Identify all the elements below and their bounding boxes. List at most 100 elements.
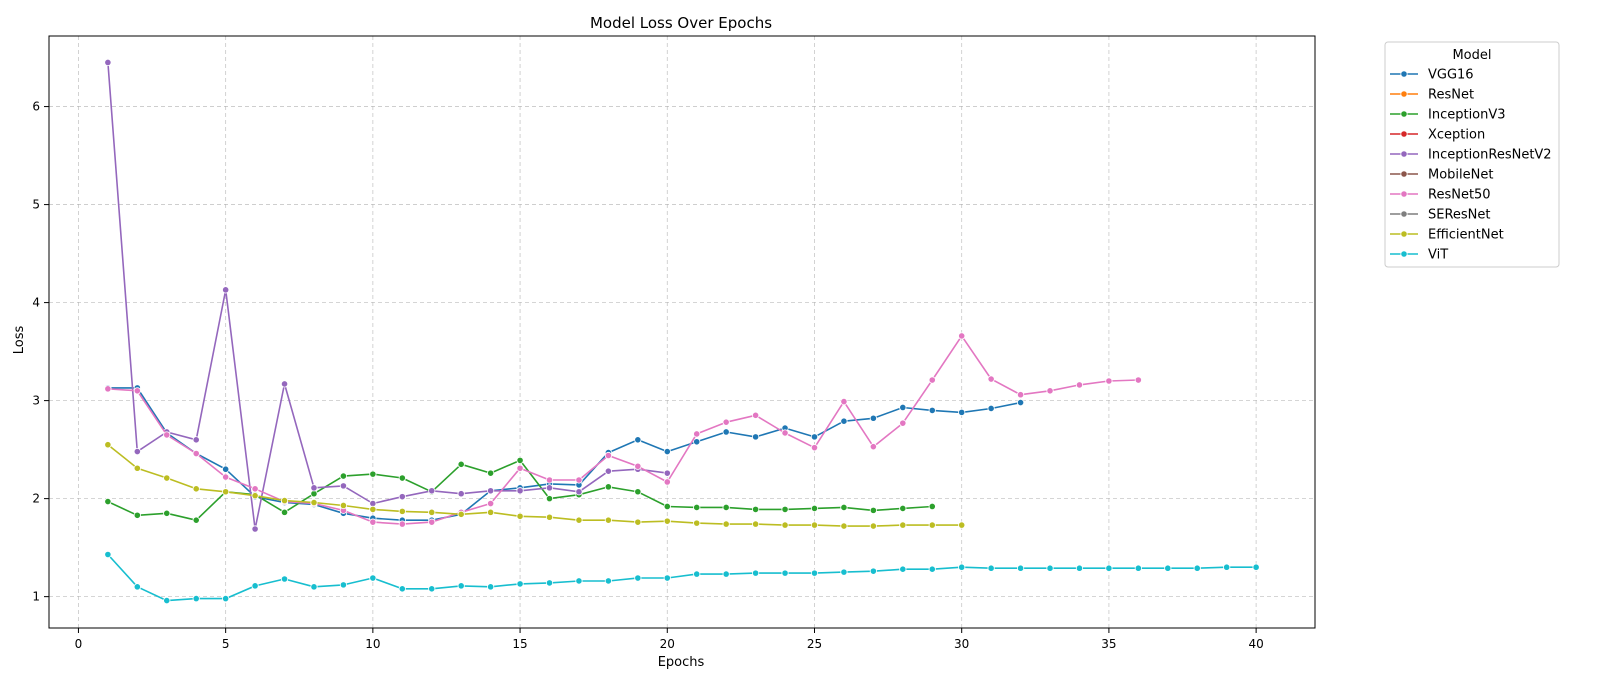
data-point-vit (840, 568, 848, 576)
series-inceptionresnetv2 (104, 58, 671, 533)
data-point-inceptionv3 (280, 508, 289, 516)
data-point-vit (545, 579, 554, 587)
data-point-inceptionresnetv2 (487, 487, 495, 495)
data-point-vit (722, 570, 730, 578)
data-point-vgg16 (222, 465, 230, 473)
data-point-vit (869, 567, 877, 575)
series-vit (104, 550, 1260, 605)
legend-marker (1400, 170, 1408, 178)
data-point-resnet50 (369, 518, 377, 526)
data-point-vit (1075, 564, 1084, 572)
data-point-vgg16 (840, 417, 848, 425)
data-point-vit (634, 574, 642, 582)
data-point-resnet50 (752, 411, 760, 419)
data-point-inceptionv3 (899, 504, 907, 513)
data-point-vgg16 (810, 433, 819, 441)
legend-label: ResNet50 (1428, 188, 1491, 203)
series-efficientnet (104, 441, 966, 530)
data-point-vgg16 (722, 428, 730, 436)
y-tick-label: 1 (32, 590, 40, 604)
series-line-inceptionresnetv2 (107, 62, 668, 530)
data-point-efficientnet (369, 505, 377, 514)
legend: Model VGG16 ResNet InceptionV3 Xception Ince… (1384, 41, 1560, 268)
y-axis-label: Loss (12, 326, 27, 355)
y-tick-label: 4 (32, 296, 40, 310)
data-point-vit (810, 569, 819, 577)
x-tick-label: 35 (1101, 637, 1116, 651)
data-point-inceptionv3 (545, 495, 554, 503)
data-point-efficientnet (693, 519, 701, 527)
x-tick-label: 40 (1248, 637, 1263, 651)
data-point-vit (222, 594, 230, 603)
data-point-inceptionv3 (840, 503, 848, 512)
data-point-efficientnet (840, 522, 848, 530)
axes: 0 5 10 15 20 25 30 35 40 1 2 3 4 5 6 (32, 100, 1263, 651)
data-point-efficientnet (222, 488, 230, 496)
data-point-efficientnet (722, 520, 730, 528)
data-point-inceptionv3 (104, 497, 112, 506)
data-point-inceptionresnetv2 (104, 58, 112, 67)
legend-item-inceptionresnetv2: InceptionResNetV2 (1390, 148, 1552, 163)
data-point-vit (987, 564, 995, 572)
x-tick-label: 20 (660, 637, 675, 651)
legend-item-vit: ViT (1390, 248, 1448, 263)
data-point-efficientnet (575, 516, 583, 524)
data-point-efficientnet (752, 520, 760, 528)
data-point-inceptionresnetv2 (280, 380, 289, 388)
data-point-vit (663, 574, 671, 582)
data-point-inceptionresnetv2 (339, 482, 348, 490)
data-point-vit (899, 565, 907, 573)
data-point-resnet50 (958, 332, 966, 340)
data-point-inceptionv3 (781, 505, 789, 514)
data-point-vit (516, 580, 524, 588)
data-point-inceptionresnetv2 (604, 467, 612, 475)
data-point-inceptionv3 (752, 505, 760, 514)
data-point-inceptionv3 (339, 472, 348, 480)
data-point-inceptionresnetv2 (663, 469, 671, 477)
legend-marker (1400, 70, 1408, 78)
series-vgg16 (104, 384, 1025, 524)
data-point-resnet50 (840, 397, 848, 406)
plot-frame (48, 35, 1316, 629)
data-point-vgg16 (899, 403, 907, 412)
data-point-resnet50 (428, 518, 436, 526)
data-point-inceptionresnetv2 (575, 488, 583, 496)
data-point-vit (192, 594, 200, 603)
data-point-inceptionv3 (487, 469, 495, 477)
data-point-vit (604, 577, 612, 585)
data-point-vit (752, 569, 760, 577)
data-point-resnet50 (781, 429, 789, 437)
x-tick-label: 15 (512, 637, 527, 651)
data-point-vit (958, 563, 966, 571)
data-point-inceptionresnetv2 (398, 493, 406, 501)
data-point-vgg16 (928, 406, 936, 415)
data-point-efficientnet (104, 441, 112, 449)
data-point-efficientnet (604, 516, 612, 524)
legend-label: VGG16 (1428, 68, 1474, 83)
legend-box (1384, 41, 1560, 268)
series-lines (104, 58, 1260, 605)
data-point-vit (1105, 564, 1113, 572)
data-point-efficientnet (133, 464, 141, 472)
data-point-vgg16 (987, 404, 995, 413)
data-point-resnet50 (1075, 381, 1084, 389)
data-point-vit (1134, 564, 1142, 572)
data-point-inceptionresnetv2 (516, 487, 524, 495)
data-point-vit (163, 596, 171, 605)
data-point-resnet50 (222, 473, 230, 481)
data-point-resnet50 (575, 476, 583, 484)
data-point-efficientnet (398, 507, 406, 515)
data-point-inceptionresnetv2 (428, 487, 436, 495)
data-point-resnet50 (722, 418, 730, 426)
data-point-vit (339, 581, 348, 589)
data-point-inceptionresnetv2 (369, 499, 377, 508)
data-point-resnet50 (251, 485, 259, 493)
x-tick-label: 0 (75, 637, 83, 651)
y-tick-label: 6 (32, 100, 40, 114)
data-point-vit (280, 575, 289, 583)
data-point-vit (310, 583, 318, 591)
legend-items: VGG16 ResNet InceptionV3 Xception InceptionR… (1390, 68, 1552, 263)
data-point-vit (1046, 564, 1054, 572)
data-point-resnet50 (1046, 387, 1054, 395)
legend-item-resnet50: ResNet50 (1390, 188, 1491, 203)
